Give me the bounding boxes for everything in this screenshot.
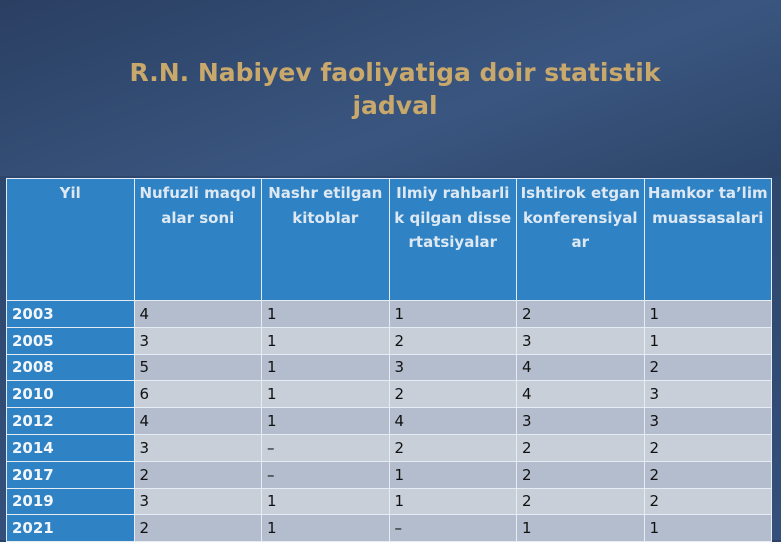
- year-cell: 2019: [6, 487, 135, 516]
- column-header: Yil: [6, 178, 135, 301]
- year-cell: 2003: [6, 300, 135, 328]
- table-row: 2014 3–2 2 2: [6, 433, 772, 462]
- table-cell: 2: [388, 326, 517, 355]
- table-cell: 1: [643, 300, 772, 328]
- stats-table: Yil Nufuzli maqolalar soni Nashr etilgan k…: [6, 178, 772, 542]
- year-cell: 2014: [6, 433, 135, 462]
- table-cell: 1: [261, 326, 390, 355]
- header-row: Yil Nufuzli maqolalar soni Nashr etilgan k…: [6, 178, 772, 301]
- table-cell: 2: [516, 487, 645, 516]
- year-cell: 2017: [6, 460, 135, 489]
- table-cell: 2: [516, 300, 645, 328]
- table-cell: 1: [261, 353, 390, 382]
- table-row: 2005 3 1 2 3 1: [6, 326, 772, 355]
- table-cell: 3: [388, 353, 517, 382]
- table-row: 2021 2 1–1 1: [6, 514, 772, 542]
- table-cell: 1: [261, 487, 390, 516]
- table-cell: 2: [643, 487, 772, 516]
- table-cell: 1: [261, 300, 390, 328]
- table-cell: 2: [133, 460, 262, 489]
- table-cell: 2: [643, 353, 772, 382]
- table-cell: 4: [516, 353, 645, 382]
- table-cell: 2: [388, 380, 517, 409]
- table-cell: 3: [643, 380, 772, 409]
- column-header: Hamkor ta’lim muassasalari: [643, 178, 772, 301]
- table-cell: –: [261, 460, 390, 489]
- column-header: Nashr etilgan kitoblar: [261, 178, 390, 301]
- table-cell: 1: [261, 514, 390, 542]
- table-cell: 1: [388, 300, 517, 328]
- table-cell: 6: [133, 380, 262, 409]
- table-cell: 2: [516, 460, 645, 489]
- column-header: Ilmiy rahbarlik qilgan dissertatsiyalar: [388, 178, 517, 301]
- table-cell: 3: [516, 326, 645, 355]
- year-cell: 2012: [6, 407, 135, 435]
- year-cell: 2010: [6, 380, 135, 409]
- table-cell: 2: [516, 433, 645, 462]
- table-cell: 4: [133, 407, 262, 435]
- title: R.N. Nabiyev faoliyatiga doir statistik …: [129, 58, 661, 120]
- table-cell: –: [388, 514, 517, 542]
- table-cell: 3: [133, 487, 262, 516]
- table-cell: 4: [516, 380, 645, 409]
- table-cell: 1: [261, 407, 390, 435]
- column-header: Nufuzli maqolalar soni: [133, 178, 262, 301]
- banner: [0, 0, 781, 176]
- year-cell: 2021: [6, 514, 135, 542]
- table-cell: 3: [133, 326, 262, 355]
- table-row: 2003 4 1 1 2 1: [6, 300, 772, 328]
- table-cell: 1: [388, 460, 517, 489]
- table-row: 2019 3 1 1 2 2: [6, 487, 772, 516]
- table-cell: 2: [643, 433, 772, 462]
- table-cell: 3: [643, 407, 772, 435]
- table-cell: 2: [388, 433, 517, 462]
- table-cell: 3: [516, 407, 645, 435]
- table-cell: 4: [133, 300, 262, 328]
- table-cell: 2: [133, 514, 262, 542]
- table-row: 2012 4 1 4 3 3: [6, 407, 772, 435]
- table-row: 2008 5 1 3 4 2: [6, 353, 772, 382]
- table-body: 2003 4 1 1 2 1 2005 3 1 2 3 1 2008 5 1 3 4 2 2010 6 1 2 4 3 2012…: [6, 300, 772, 542]
- table-cell: 4: [388, 407, 517, 435]
- table-row: 2010 6 1 2 4 3: [6, 380, 772, 409]
- table-cell: 1: [643, 514, 772, 542]
- table-cell: 5: [133, 353, 262, 382]
- year-cell: 2005: [6, 326, 135, 355]
- column-header: Ishtirok etgan konferensiyalar: [516, 178, 645, 301]
- table-cell: 3: [133, 433, 262, 462]
- table-cell: 1: [516, 514, 645, 542]
- table-cell: 1: [261, 380, 390, 409]
- table-cell: 1: [643, 326, 772, 355]
- year-cell: 2008: [6, 353, 135, 382]
- table-cell: 1: [388, 487, 517, 516]
- table-cell: –: [261, 433, 390, 462]
- table-row: 2017 2–1 2 2: [6, 460, 772, 489]
- table-cell: 2: [643, 460, 772, 489]
